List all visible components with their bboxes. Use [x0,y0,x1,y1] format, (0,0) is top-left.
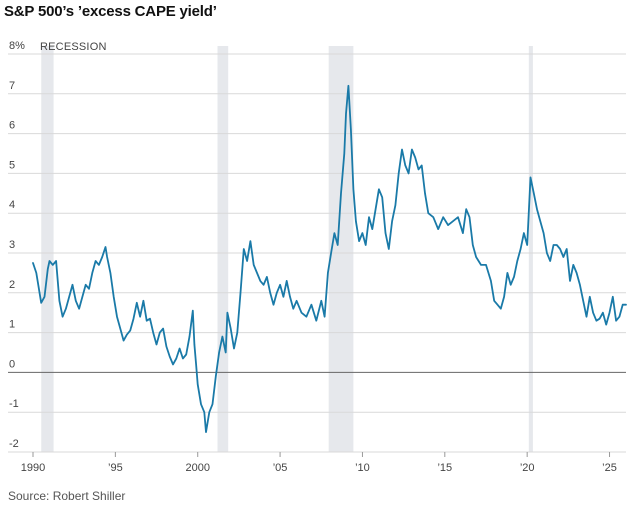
x-tick-label: ’25 [602,462,617,474]
y-tick-label: 0 [9,358,15,370]
y-tick-label: 6 [9,120,15,132]
series-line [32,84,627,433]
y-tick-label: -1 [9,398,19,410]
recession-band [528,46,533,452]
gridlines [8,53,626,453]
y-tick-label: 3 [9,239,15,251]
y-tick-label: 7 [9,80,15,92]
x-tick-label: ’95 [108,462,123,474]
y-tick-label: -2 [9,438,19,450]
recession-bands [41,46,533,452]
y-tick-label: 5 [9,159,15,171]
y-tick-label: 8% [9,40,25,52]
legend-recession-label: RECESSION [40,41,107,53]
x-tick-label: 1990 [21,462,45,474]
x-tick-label: ’05 [273,462,288,474]
source-note: Source: Robert Shiller [8,489,126,503]
x-tick-label: ’15 [437,462,452,474]
y-tick-label: 4 [9,199,15,211]
y-tick-label: 1 [9,319,15,331]
chart-title: S&P 500’s ’excess CAPE yield’ [4,3,217,20]
x-tick-label: ’10 [355,462,370,474]
x-axis-ticks: 1990 ’95 2000 ’05 ’10 ’15 ’20 ’25 [21,452,617,474]
x-tick-label: 2000 [185,462,209,474]
data-series [32,84,627,433]
recession-band [217,46,229,452]
x-tick-label: ’20 [520,462,535,474]
y-tick-label: 2 [9,279,15,291]
recession-band [41,46,54,452]
y-axis-ticks: 8% 7 6 5 4 3 2 1 0 -1 -2 [9,40,25,450]
